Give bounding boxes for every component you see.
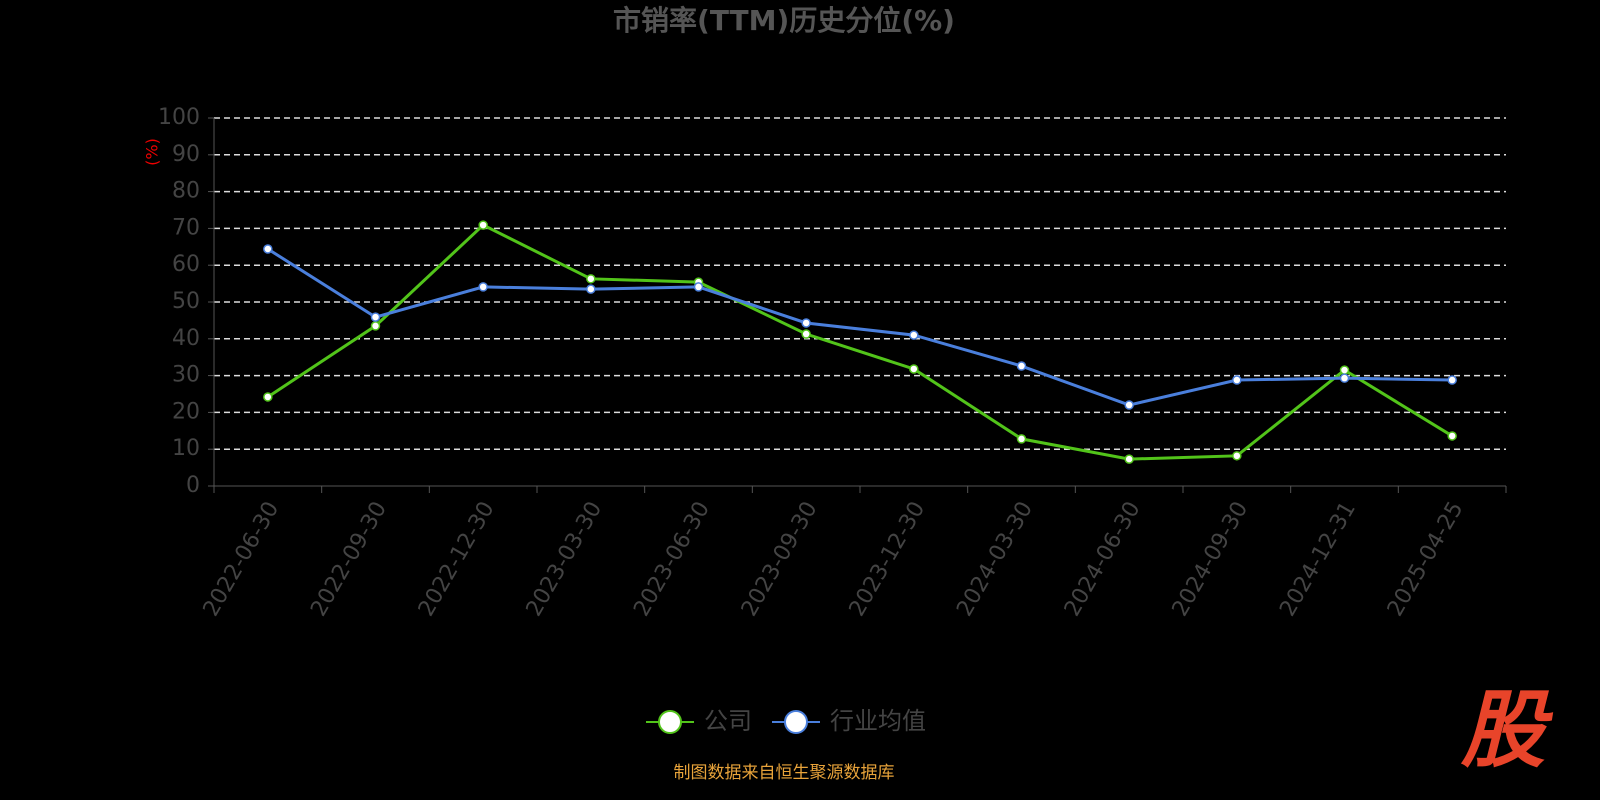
y-tick-label: 0 [186,473,200,498]
data-point [1232,375,1242,385]
data-point [370,312,381,322]
data-point [1447,375,1457,385]
y-tick-label: 40 [172,326,200,351]
source-note: 制图数据来自恒生聚源数据库 [674,763,895,783]
legend-marker [658,710,682,734]
data-point [263,244,273,254]
data-point [1016,361,1027,371]
data-point [478,220,488,230]
y-axis-label: (%) [143,138,162,166]
data-point [1232,451,1242,461]
data-point [1124,400,1134,410]
series-line [267,223,1453,461]
data-point [801,329,811,339]
data-point [586,284,596,294]
y-tick-label: 100 [158,105,200,130]
series-line [267,247,1453,407]
data-point [1339,373,1350,383]
y-tick-label: 90 [172,142,200,167]
data-point [1016,434,1027,444]
chart: 市销率(TTM)历史分位(%) (%) 制图数据来自恒生聚源数据库 股 0 10 2… [0,0,1568,784]
legend-label: 公司 [704,707,752,735]
data-point [1447,431,1457,441]
chart-title: 市销率(TTM)历史分位(%) [613,4,955,37]
y-tick-label: 20 [172,399,200,424]
legend-label: 行业均值 [830,707,926,735]
data-point [263,392,273,402]
data-point [801,318,811,328]
background [0,0,1568,784]
data-point [909,364,919,374]
y-tick-label: 10 [172,436,200,461]
data-point [1124,454,1134,464]
data-point [586,274,596,284]
logo: 股 [1460,681,1554,779]
legend-marker [784,710,808,734]
y-tick-label: 60 [172,252,200,277]
data-point [909,330,919,340]
data-point [693,282,704,292]
y-tick-label: 80 [172,179,200,204]
data-point [370,321,381,331]
data-point [478,282,488,292]
y-tick-label: 30 [172,363,200,388]
y-tick-label: 50 [172,289,200,314]
y-tick-label: 70 [172,215,200,240]
data-point [1339,365,1350,375]
